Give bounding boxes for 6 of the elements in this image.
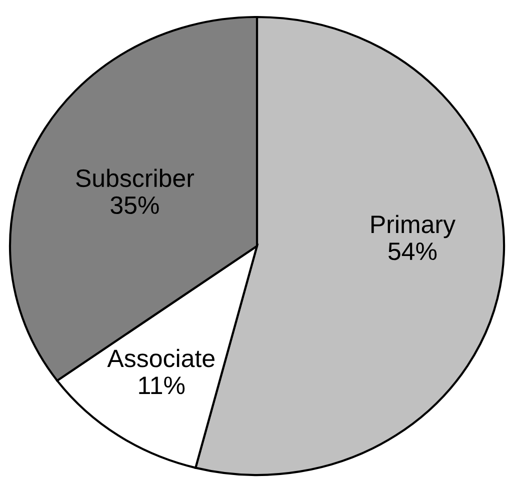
slice-label: Associate [107,348,214,368]
data-label: 54% [388,242,437,260]
slice-label: Subscriber [76,168,194,188]
slice-label: Primary [371,214,456,238]
data-label: 35% [110,196,159,214]
data-label: 11% [139,376,185,394]
